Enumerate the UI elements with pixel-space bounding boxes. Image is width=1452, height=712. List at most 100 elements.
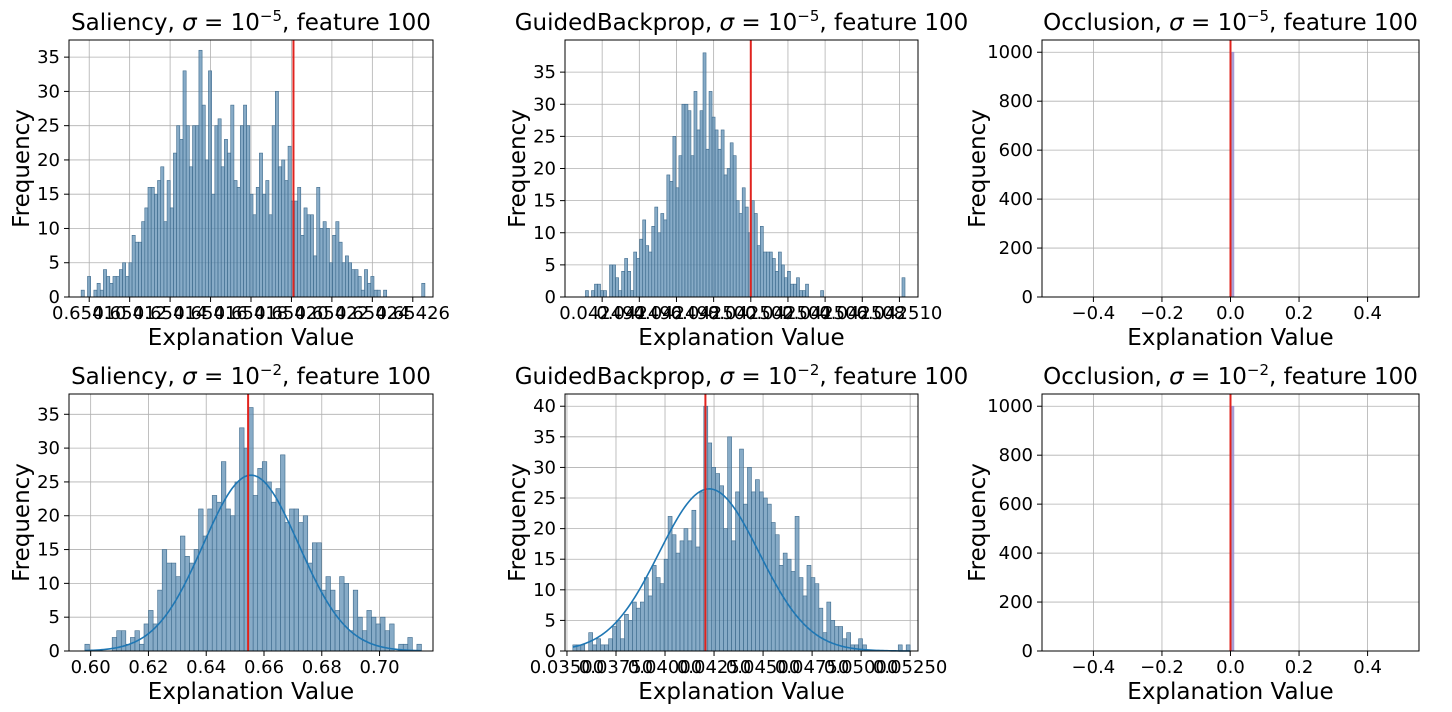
histogram-bar (636, 258, 641, 298)
histogram-bar (139, 643, 145, 652)
x-tick-label: −0.4 (1072, 657, 1116, 678)
histogram-bar (202, 535, 208, 652)
histogram-bar (239, 427, 245, 652)
histogram-bar (128, 262, 133, 298)
histogram-bar (343, 583, 349, 652)
histogram-bar (805, 283, 809, 298)
subplot-occlusion-1e-5: −0.4 −0.2 0.0 0.2 0.4 0 200 400 600 800 1000 Explan… (965, 7, 1420, 351)
y-tick-label: 20 (533, 519, 556, 540)
x-tick-label: 0.05000 (824, 657, 898, 678)
histogram-bar (723, 528, 728, 652)
histogram-bar (389, 623, 395, 652)
histogram-bar (131, 235, 136, 298)
x-axis-label: Explanation Value (1127, 679, 1333, 705)
histogram-bar (766, 503, 772, 652)
histogram-bar (630, 290, 634, 298)
x-tick-label: 0.0 (1216, 657, 1245, 678)
histogram-bar (732, 155, 737, 298)
histogram-bar (87, 276, 91, 298)
histogram-bar (726, 168, 731, 298)
histogram-bar (163, 221, 168, 298)
histogram-bar (208, 70, 212, 298)
histogram-bar (660, 213, 665, 298)
histogram-bar (144, 207, 149, 298)
histogram-bar (230, 515, 236, 652)
histogram-bar (600, 290, 604, 298)
histogram-bar (280, 454, 286, 652)
histogram-bar (278, 166, 282, 298)
y-tick-label: 10 (37, 573, 60, 594)
histogram-bar (216, 501, 222, 652)
histogram-bar (150, 187, 155, 298)
chart-title: Saliency, σ = 10−2, feature 100 (71, 361, 431, 390)
histogram-bar (818, 607, 824, 652)
histogram-bar (806, 565, 812, 652)
histogram-bar (636, 607, 641, 652)
y-tick-label: 400 (999, 189, 1033, 210)
histogram-bar (769, 251, 773, 298)
histogram-bar (784, 277, 788, 298)
histogram-bar (810, 577, 816, 652)
histogram-bar (383, 289, 388, 298)
histogram-bar (708, 91, 713, 298)
x-tick-label: 0.4 (1353, 657, 1382, 678)
y-tick-label: 10 (533, 580, 556, 601)
histogram-bar (221, 461, 227, 652)
histogram-bar (143, 623, 149, 652)
histogram-bar (738, 213, 743, 298)
histogram-bar (655, 577, 661, 652)
histogram-bar (169, 207, 174, 298)
histogram-bar (325, 228, 330, 298)
histogram-bar (751, 491, 756, 652)
histogram-bar (261, 461, 268, 652)
y-tick-label: 30 (37, 81, 60, 102)
histogram-bar (271, 125, 276, 298)
histogram-bar (612, 626, 617, 652)
x-tick-label: 0.70 (360, 657, 400, 678)
histogram-bar (592, 644, 597, 652)
histogram-bar (699, 110, 704, 298)
histogram-bar (585, 290, 589, 298)
histogram-bar (157, 180, 162, 298)
x-axis-label: Explanation Value (148, 325, 354, 351)
y-tick-label: 0 (545, 287, 556, 308)
y-axis-label: Frequency (9, 463, 35, 582)
histogram-bar (252, 214, 257, 298)
histogram-bar (225, 508, 231, 652)
histogram-bar (604, 644, 609, 652)
y-tick-label: 5 (49, 253, 60, 274)
histogram-bar (252, 495, 259, 652)
histogram-bar (639, 238, 644, 298)
histogram-bar (357, 276, 362, 298)
histogram-bar (246, 125, 251, 298)
histogram-bar (618, 290, 622, 298)
histogram-bar (775, 270, 779, 298)
histogram-bar (707, 442, 713, 652)
histogram-bar (770, 522, 776, 652)
histogram-bar (198, 49, 203, 298)
histogram-bar (651, 226, 656, 298)
histogram-bar (687, 110, 692, 298)
histogram-bar (705, 148, 710, 298)
histogram-bar (373, 289, 378, 298)
histogram-bar (799, 290, 803, 298)
subplot-guidedbackprop-1e-2: 0.035000.037500.040000.042500.045000.047… (505, 361, 968, 705)
histogram-bar (663, 219, 668, 298)
histogram-bar (360, 289, 365, 298)
histogram-bar (679, 540, 685, 652)
x-axis-label: Explanation Value (638, 325, 844, 351)
histogram-bar (179, 139, 184, 298)
histogram-bar (243, 104, 247, 298)
histogram-bar (627, 270, 631, 298)
histogram-bar (325, 576, 331, 652)
histogram-bar (297, 187, 302, 298)
histogram-bar (287, 145, 292, 298)
histogram-bar (609, 264, 613, 298)
histogram-bar (826, 601, 832, 652)
histogram-bar (717, 148, 722, 298)
y-tick-label: 15 (37, 184, 60, 205)
histogram-bar (366, 610, 372, 652)
histogram-bar (234, 481, 240, 652)
x-tick-label: −0.2 (1140, 657, 1184, 678)
y-tick-label: 5 (49, 607, 60, 628)
